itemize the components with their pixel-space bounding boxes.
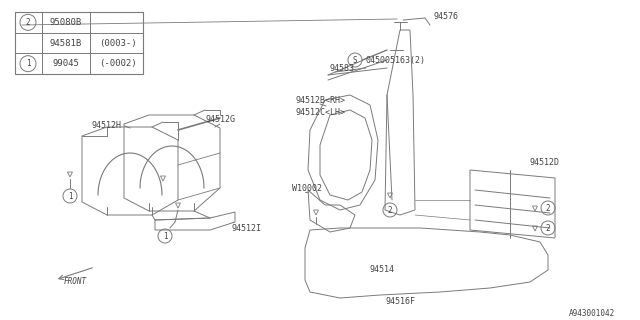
- Text: 94512B<RH>: 94512B<RH>: [295, 95, 345, 105]
- Text: FRONT: FRONT: [63, 277, 86, 286]
- Text: (-0002): (-0002): [99, 59, 137, 68]
- Text: 94583: 94583: [330, 63, 355, 73]
- Text: W10002: W10002: [292, 183, 322, 193]
- Text: 99045: 99045: [52, 59, 79, 68]
- Text: 94516F: 94516F: [385, 298, 415, 307]
- Text: 94512D: 94512D: [530, 157, 560, 166]
- Text: 94512C<LH>: 94512C<LH>: [295, 108, 345, 116]
- Text: (0003-): (0003-): [99, 38, 137, 47]
- Text: 94512H: 94512H: [91, 121, 121, 130]
- Text: 045005163(2): 045005163(2): [365, 55, 425, 65]
- Text: 2: 2: [26, 18, 30, 27]
- Text: A943001042: A943001042: [569, 309, 615, 318]
- Text: 2: 2: [546, 204, 550, 212]
- Text: 94512I: 94512I: [232, 223, 262, 233]
- Text: 94576: 94576: [433, 12, 458, 20]
- Text: 2: 2: [546, 223, 550, 233]
- Text: 94514: 94514: [370, 266, 395, 275]
- Text: 95080B: 95080B: [50, 18, 82, 27]
- Text: 1: 1: [68, 191, 72, 201]
- Bar: [15, 12, 143, 74]
- Text: S: S: [353, 55, 357, 65]
- Text: 94581B: 94581B: [50, 38, 82, 47]
- Text: 2: 2: [388, 205, 392, 214]
- Text: 1: 1: [26, 59, 30, 68]
- Text: 1: 1: [163, 231, 167, 241]
- Text: 94512G: 94512G: [205, 115, 235, 124]
